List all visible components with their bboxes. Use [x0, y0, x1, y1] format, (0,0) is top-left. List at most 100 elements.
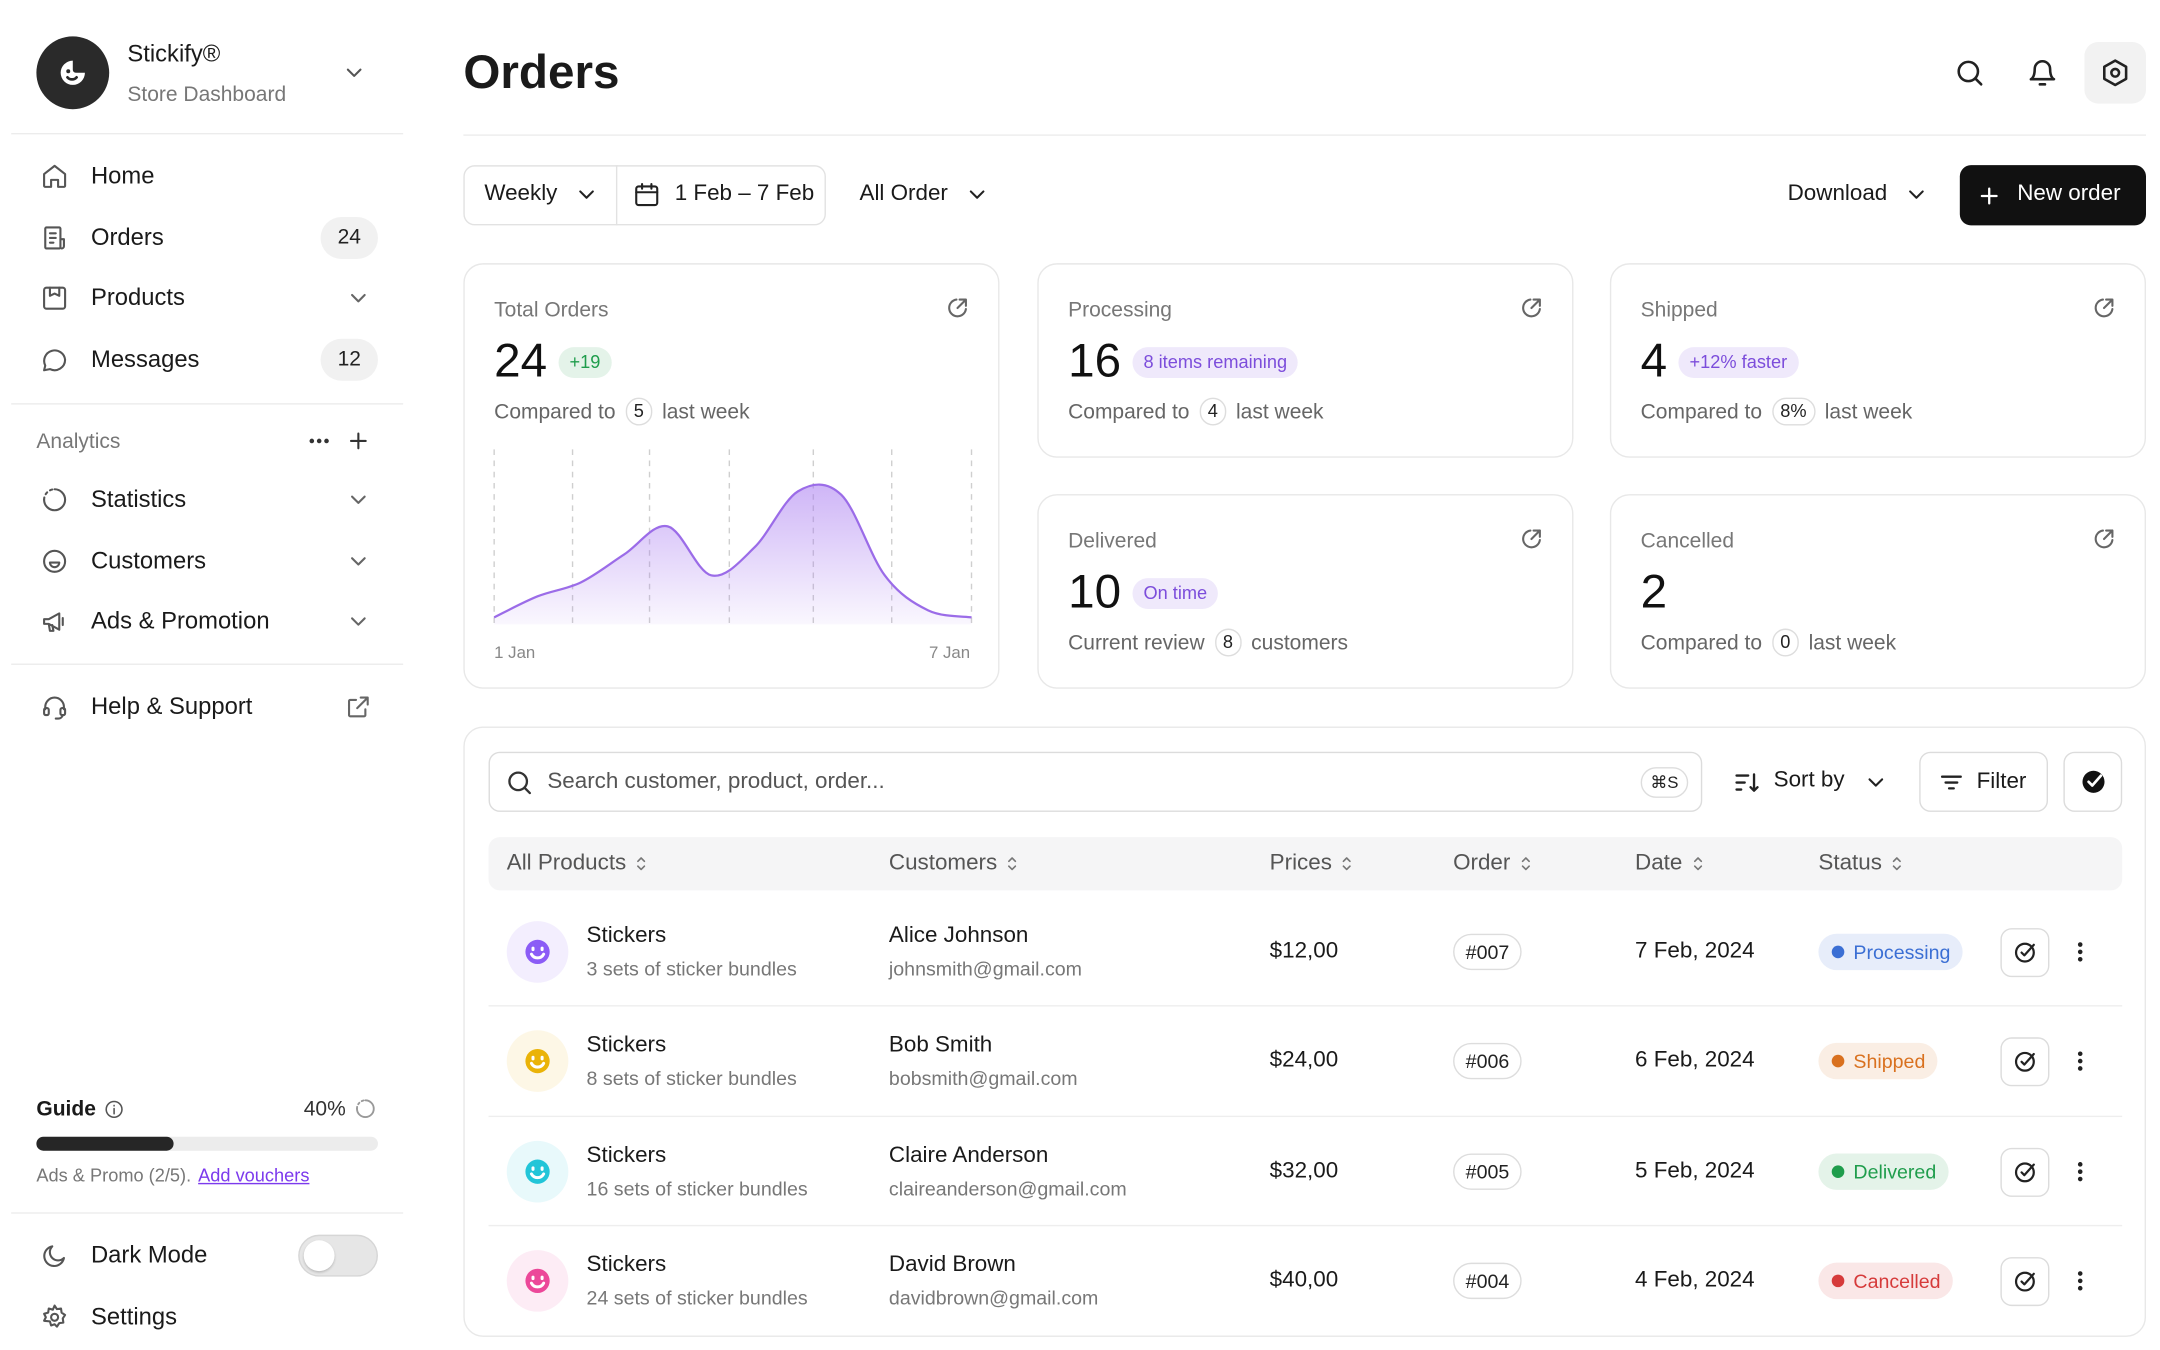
icon-shape — [2077, 1051, 2083, 1071]
search-button[interactable] — [1954, 57, 1985, 88]
nav-item[interactable]: Statistics — [90, 485, 187, 513]
icon-shape — [1735, 772, 1759, 792]
icon-shape — [1868, 777, 1884, 787]
icon-shape — [351, 617, 366, 626]
icon-shape — [2014, 1051, 2035, 1072]
open-card-icon[interactable] — [945, 295, 970, 320]
more-icon[interactable] — [307, 428, 332, 453]
icon-shape — [1831, 1274, 1845, 1288]
column-header[interactable]: Order — [1453, 848, 1535, 879]
nav-item[interactable]: Home — [90, 162, 155, 190]
row-action[interactable] — [2000, 1147, 2050, 1197]
icon-shape — [637, 857, 646, 871]
column-header[interactable]: Date — [1635, 848, 1708, 879]
nav-badge: 24 — [320, 216, 378, 259]
icon-shape — [2094, 529, 2114, 549]
dark-mode-label: Dark Mode — [90, 1241, 208, 1269]
expand-icon[interactable] — [346, 487, 371, 512]
icon-shape — [48, 286, 61, 297]
icon-shape — [309, 438, 329, 444]
filter-icon — [1937, 769, 1965, 797]
row-action[interactable] — [2000, 1256, 2050, 1306]
settings-button[interactable] — [2084, 41, 2147, 104]
row-menu[interactable] — [2068, 1268, 2093, 1293]
nav-item[interactable]: Ads & Promotion — [90, 607, 270, 635]
customer-email: davidbrown@gmail.com — [888, 1286, 1099, 1310]
chevron — [965, 182, 990, 207]
nav-item[interactable]: Products — [90, 284, 185, 311]
customer-name: Alice Johnson — [888, 923, 1029, 948]
sort-icon — [1516, 854, 1536, 874]
card-value: 2 — [1640, 564, 1668, 619]
row-menu[interactable] — [2068, 1049, 2093, 1074]
icon-shape — [508, 771, 529, 792]
column-header[interactable]: Customers — [889, 848, 1022, 879]
card-value-row: 24 +19 — [494, 332, 612, 391]
date-range[interactable]: 1 Feb – 7 Feb — [674, 181, 815, 206]
nav-item[interactable]: Customers — [90, 547, 207, 575]
status-icon — [1830, 1272, 1847, 1289]
notification-button[interactable] — [2027, 57, 2058, 88]
icon-shape — [356, 1099, 375, 1118]
icon-shape — [59, 707, 67, 717]
card-note: Compared to 0 last week — [1641, 627, 1896, 658]
note-suffix: last week — [662, 399, 750, 424]
guide-link[interactable]: Add vouchers — [198, 1164, 310, 1186]
period-select[interactable]: Weekly — [484, 181, 558, 206]
icon-shape — [2077, 1066, 2083, 1071]
expand-icon[interactable] — [346, 549, 371, 574]
new-order-button[interactable]: New order — [1959, 165, 2147, 226]
card-title: Cancelled — [1640, 528, 1735, 553]
add-icon[interactable] — [346, 428, 371, 453]
card-value: 10 — [1068, 564, 1122, 619]
status-label: Processing — [1853, 940, 1951, 964]
column-header[interactable]: All Products — [507, 848, 652, 879]
icon-shape — [43, 612, 64, 632]
sort-button[interactable]: Sort by — [1773, 768, 1845, 793]
icon-shape — [1831, 1165, 1845, 1178]
note-count: 8% — [1771, 397, 1815, 426]
nav-item[interactable]: Orders — [90, 224, 164, 251]
column-header[interactable]: Status — [1818, 848, 1907, 879]
card-value: 24 — [494, 333, 548, 388]
expand-icon[interactable] — [346, 286, 371, 311]
row-menu[interactable] — [2068, 1159, 2093, 1184]
icon-shape — [525, 1048, 550, 1074]
chart-button[interactable] — [2063, 751, 2123, 812]
open-card-icon[interactable] — [1519, 295, 1544, 320]
nav-item[interactable]: Settings — [90, 1303, 177, 1331]
icon-shape — [351, 293, 366, 303]
nav-item[interactable]: Messages — [90, 345, 200, 373]
icon-shape — [48, 232, 65, 250]
open-card-icon[interactable] — [2091, 526, 2116, 551]
open-card-icon[interactable] — [1519, 526, 1544, 551]
column-title: Prices — [1269, 851, 1332, 875]
icon-shape — [43, 349, 67, 372]
shortcut-badge: ⌘S — [1640, 767, 1689, 798]
row-action[interactable] — [2000, 1036, 2050, 1086]
order-date: 4 Feb, 2024 — [1635, 1267, 1755, 1292]
icon-shape — [948, 298, 967, 318]
order-filter[interactable]: All Order — [859, 181, 948, 206]
icon-shape — [316, 438, 322, 444]
icon-shape — [1521, 857, 1530, 871]
open-card-icon[interactable] — [2091, 295, 2116, 320]
row-menu[interactable] — [2068, 939, 2093, 964]
dark-mode-toggle[interactable] — [298, 1234, 378, 1277]
icon-shape — [2087, 774, 2103, 787]
card-title: Processing — [1068, 297, 1172, 322]
nav-item[interactable]: Help & Support — [90, 693, 253, 720]
expand-icon[interactable] — [346, 609, 371, 634]
icon-shape — [309, 438, 315, 444]
icon-shape — [2014, 1161, 2035, 1182]
download-button[interactable]: Download — [1787, 181, 1888, 206]
column-header[interactable]: Prices — [1270, 848, 1357, 879]
filter-button[interactable]: Filter — [1919, 751, 2049, 812]
row-action[interactable] — [2000, 927, 2050, 977]
brand-menu[interactable] — [342, 60, 367, 85]
icon-shape — [2014, 1161, 2035, 1182]
icon-shape — [2082, 770, 2105, 793]
search-box[interactable]: Search customer, product, order... ⌘S — [488, 751, 1703, 812]
card-title: Delivered — [1068, 528, 1157, 553]
